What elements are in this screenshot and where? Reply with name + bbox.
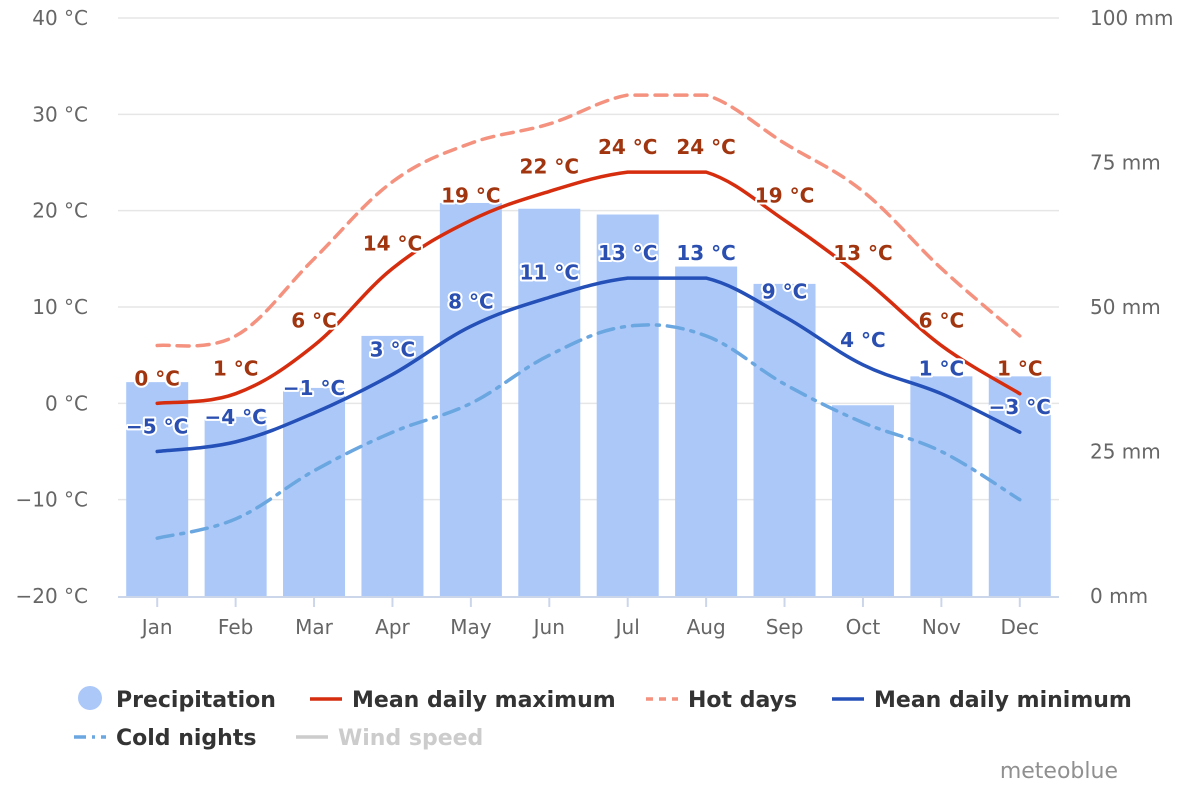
data-label: 4 °C xyxy=(840,328,886,352)
x-tick-label: Jun xyxy=(532,615,565,639)
x-axis: Jan Feb Mar Apr May Jun Jul Aug Sep Oct Nov Dec xyxy=(118,596,1059,639)
x-tick-label: Dec xyxy=(1000,615,1039,639)
data-label: 22 °C xyxy=(520,154,579,178)
data-label: 11 °C xyxy=(520,260,579,284)
legend-label: Precipitation xyxy=(116,688,276,713)
data-label: −1 °C xyxy=(283,376,345,400)
y-left-tick-label: 10 °C xyxy=(32,295,88,319)
data-label: 13 °C xyxy=(676,241,735,265)
data-label: 0 °C xyxy=(134,366,180,390)
x-tick-label: Aug xyxy=(687,615,726,639)
y-right-tick-label: 100 mm xyxy=(1090,6,1174,30)
x-tick-label: Jan xyxy=(140,615,173,639)
series-line[interactable] xyxy=(155,93,1022,348)
y-left-tick-label: −10 °C xyxy=(15,488,88,512)
legend-item[interactable]: Cold nights xyxy=(74,726,256,751)
y-left-tick-label: 20 °C xyxy=(32,199,88,223)
precipitation-bar[interactable] xyxy=(361,335,424,596)
legend-symbol xyxy=(78,686,102,710)
y-axis-right: 100 mm 75 mm 50 mm 25 mm 0 mm xyxy=(1090,6,1174,608)
precipitation-bar[interactable] xyxy=(988,376,1051,596)
data-label: 6 °C xyxy=(291,309,337,333)
data-label: 9 °C xyxy=(762,280,808,304)
grid-lines xyxy=(118,17,1059,501)
data-label: 1 °C xyxy=(919,357,965,381)
y-left-tick-label: −20 °C xyxy=(15,584,88,608)
precipitation-bar[interactable] xyxy=(910,376,973,596)
data-label: 1 °C xyxy=(213,357,259,381)
y-left-tick-label: 0 °C xyxy=(45,391,88,415)
y-left-tick-label: 40 °C xyxy=(32,6,88,30)
legend-item[interactable]: Wind speed xyxy=(296,726,483,751)
x-tick-label: May xyxy=(450,615,492,639)
x-tick-label: Apr xyxy=(375,615,410,639)
legend-label: Cold nights xyxy=(116,726,256,751)
data-label: 1 °C xyxy=(997,357,1043,381)
legend-item[interactable]: Mean daily maximum xyxy=(310,688,616,713)
x-tick-label: Nov xyxy=(922,615,961,639)
precipitation-bar[interactable] xyxy=(675,266,738,596)
y-right-tick-label: 50 mm xyxy=(1090,295,1161,319)
data-label: 24 °C xyxy=(676,135,735,159)
legend: Precipitation Mean daily maximum Hot days M… xyxy=(74,686,1132,751)
legend-label: Mean daily minimum xyxy=(874,688,1132,713)
y-right-tick-label: 25 mm xyxy=(1090,440,1161,464)
legend-item[interactable]: Hot days xyxy=(646,688,797,713)
precipitation-bar[interactable] xyxy=(439,202,502,596)
data-label: 3 °C xyxy=(370,337,416,361)
precipitation-bar[interactable] xyxy=(831,405,894,596)
credit-label[interactable]: meteoblue xyxy=(1000,759,1118,784)
data-label: 24 °C xyxy=(598,135,657,159)
precipitation-bar[interactable] xyxy=(126,382,189,596)
data-label: −4 °C xyxy=(204,405,266,429)
data-label: −5 °C xyxy=(126,415,188,439)
x-tick-label: Feb xyxy=(218,615,253,639)
series-line[interactable] xyxy=(155,276,1022,454)
y-right-tick-label: 0 mm xyxy=(1090,584,1148,608)
x-tick-label: Mar xyxy=(295,615,334,639)
x-tick-label: Jul xyxy=(614,615,640,639)
data-label: −3 °C xyxy=(989,395,1051,419)
x-tick-label: Sep xyxy=(766,615,804,639)
data-labels: 0 °C 1 °C 6 °C 14 °C 19 °C 22 °C 24 °C 24 °C 19 … xyxy=(124,133,1053,440)
precipitation-bars xyxy=(126,202,1051,597)
data-label: 14 °C xyxy=(363,231,422,255)
precipitation-bar[interactable] xyxy=(518,208,581,597)
y-axis-left: 40 °C 30 °C 20 °C 10 °C 0 °C −10 °C −20 °C xyxy=(15,6,88,608)
legend-item[interactable]: Mean daily minimum xyxy=(832,688,1132,713)
legend-label: Wind speed xyxy=(338,726,483,751)
legend-label: Mean daily maximum xyxy=(352,688,616,713)
precipitation-bar[interactable] xyxy=(283,387,346,596)
data-label: 6 °C xyxy=(919,309,965,333)
data-label: 13 °C xyxy=(598,241,657,265)
precipitation-bar[interactable] xyxy=(753,283,816,596)
y-left-tick-label: 30 °C xyxy=(32,102,88,126)
y-right-tick-label: 75 mm xyxy=(1090,151,1161,175)
data-label: 13 °C xyxy=(833,241,892,265)
series-line[interactable] xyxy=(155,170,1022,406)
data-label: 19 °C xyxy=(441,183,500,207)
legend-item[interactable]: Precipitation xyxy=(78,686,276,713)
data-label: 19 °C xyxy=(755,183,814,207)
data-label: 8 °C xyxy=(448,289,494,313)
x-tick-label: Oct xyxy=(846,615,881,639)
series-lines xyxy=(155,93,1022,540)
precipitation-bar[interactable] xyxy=(596,214,659,596)
legend-label: Hot days xyxy=(688,688,797,713)
